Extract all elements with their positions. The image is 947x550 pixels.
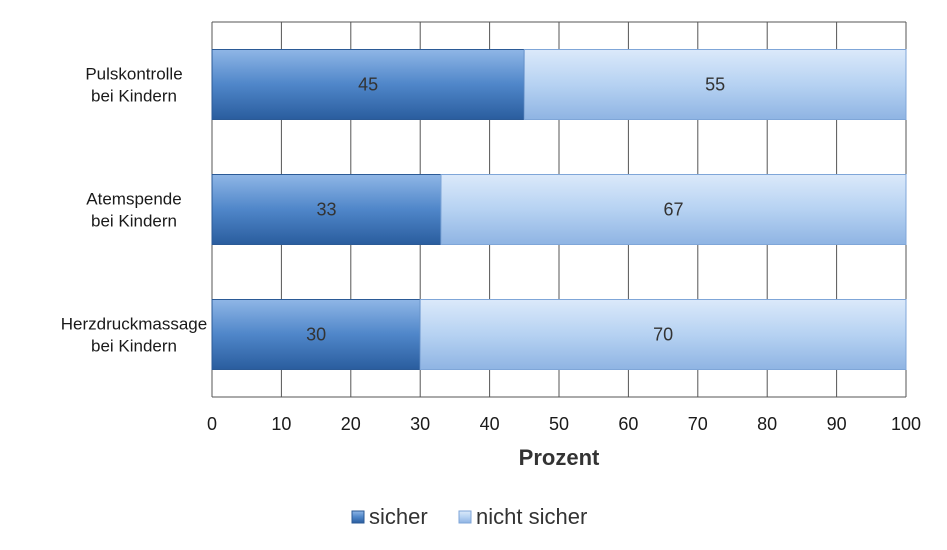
category-label: bei Kindern — [91, 337, 177, 356]
legend-swatch — [458, 510, 472, 524]
x-tick-label: 50 — [549, 414, 569, 434]
bar-sicher — [211, 299, 421, 370]
data-label: 67 — [663, 200, 683, 220]
x-tick-label: 30 — [410, 414, 430, 434]
bar-nicht-sicher — [523, 49, 907, 120]
x-tick-label: 80 — [757, 414, 777, 434]
legend: sicher nicht sicher — [351, 504, 587, 529]
category-label: bei Kindern — [91, 212, 177, 231]
x-tick-label: 100 — [891, 414, 921, 434]
bar-nicht-sicher — [440, 174, 907, 245]
data-label: 45 — [358, 75, 378, 95]
x-tick-label: 60 — [618, 414, 638, 434]
bar-nicht-sicher — [419, 299, 907, 370]
legend-label: sicher — [369, 504, 428, 529]
data-label: 30 — [306, 325, 326, 345]
category-label: Herzdruckmassage — [61, 315, 207, 334]
x-tick-label: 70 — [688, 414, 708, 434]
data-label: 33 — [316, 200, 336, 220]
x-axis-title: Prozent — [519, 445, 600, 470]
legend-label: nicht sicher — [476, 504, 587, 529]
category-label: Atemspende — [86, 190, 181, 209]
legend-swatch — [351, 510, 365, 524]
x-tick-label: 10 — [271, 414, 291, 434]
bar-sicher — [211, 174, 442, 245]
category-label: bei Kindern — [91, 87, 177, 106]
x-tick-labels: 0 10 20 30 40 50 60 70 80 90 100 — [207, 414, 921, 434]
bar-sicher — [211, 49, 525, 120]
x-tick-label: 20 — [341, 414, 361, 434]
data-label: 55 — [705, 75, 725, 95]
bars: 45 55 33 67 30 70 — [211, 49, 907, 370]
data-label: 70 — [653, 325, 673, 345]
category-label: Pulskontrolle — [85, 65, 182, 84]
x-tick-label: 90 — [827, 414, 847, 434]
category-labels: Pulskontrolle bei Kindern Atemspende bei Ki… — [61, 65, 207, 356]
x-tick-label: 40 — [480, 414, 500, 434]
x-tick-label: 0 — [207, 414, 217, 434]
